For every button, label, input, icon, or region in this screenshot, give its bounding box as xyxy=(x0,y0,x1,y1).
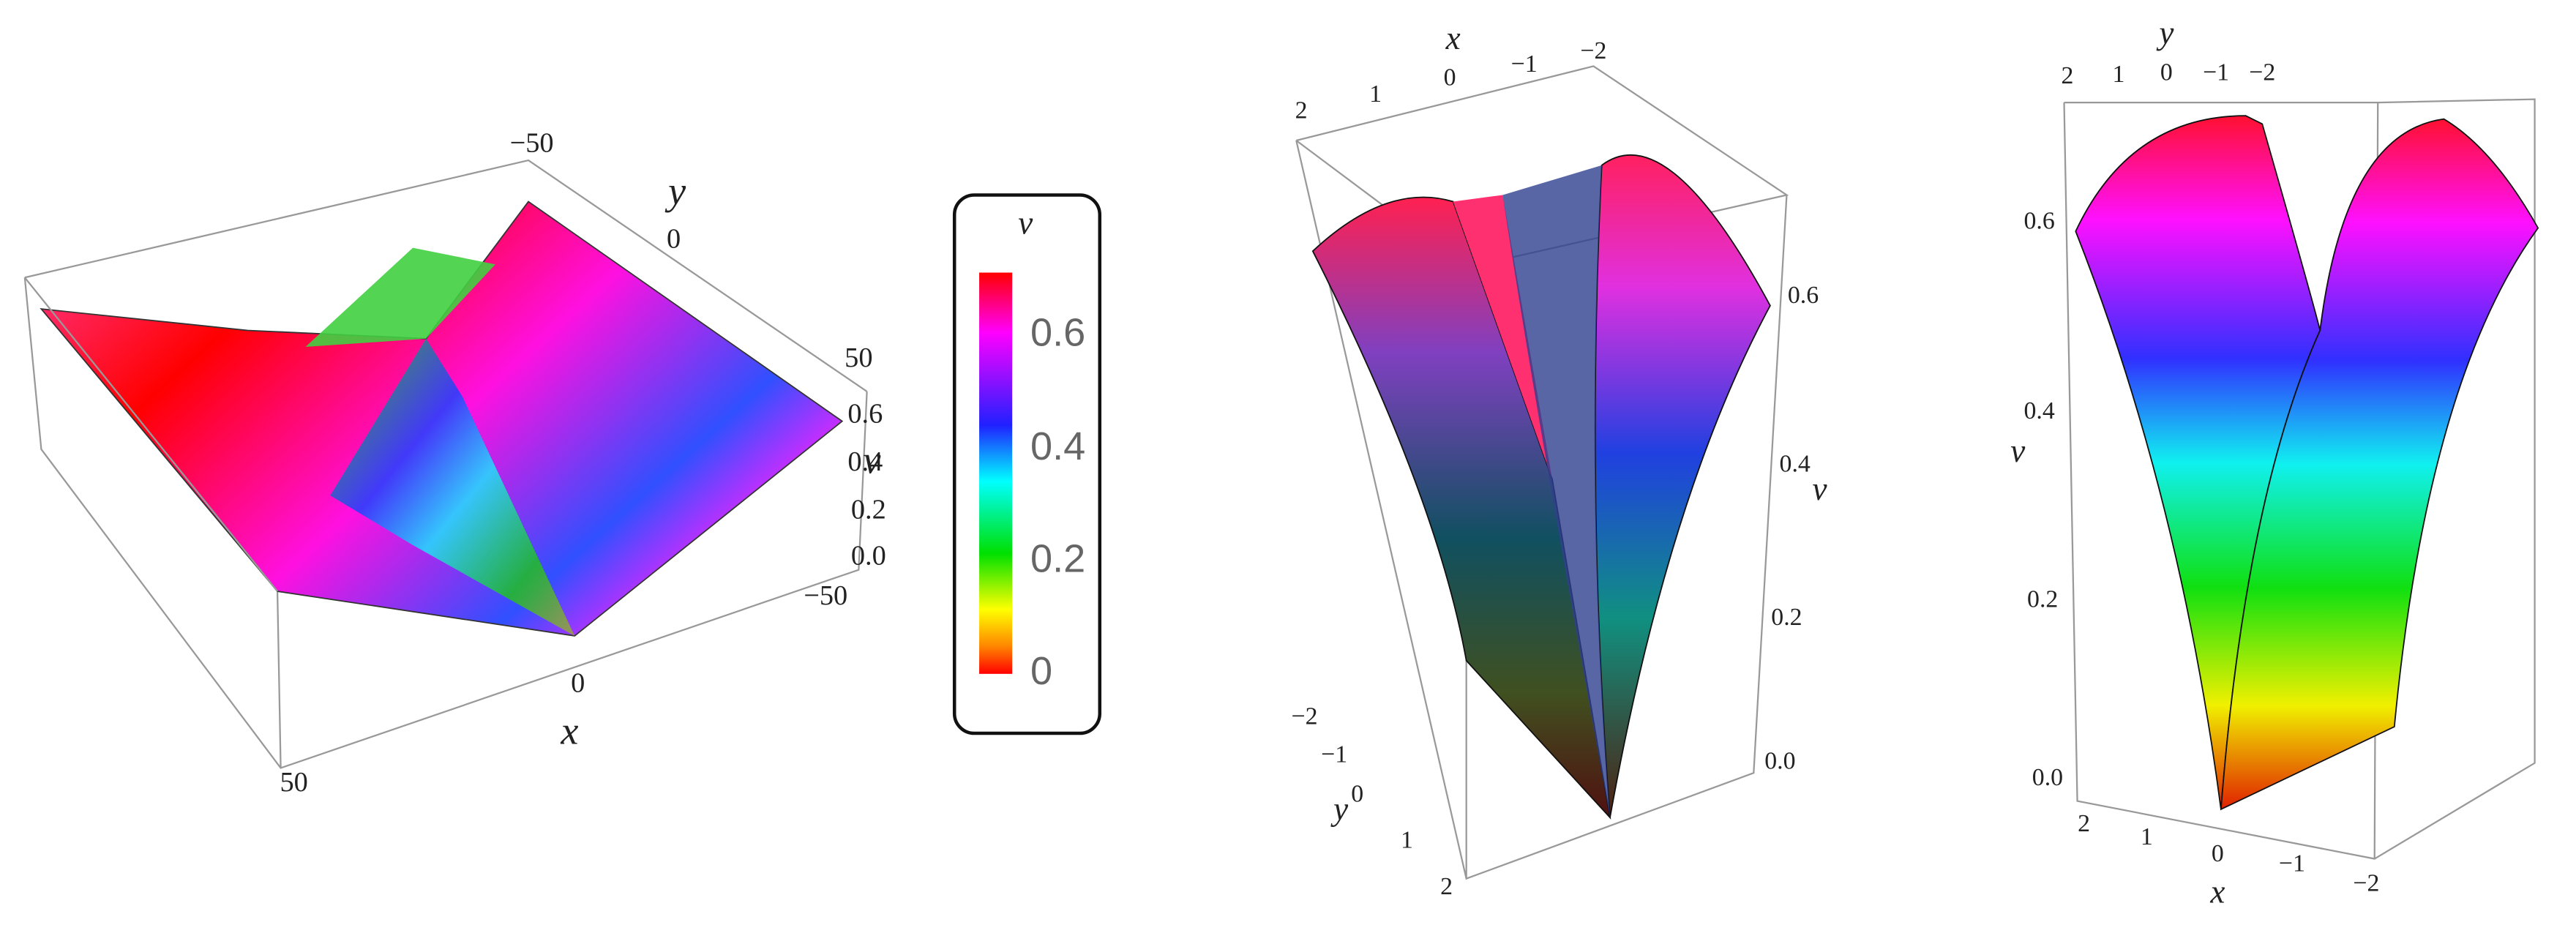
v-tick-label: 0.6 xyxy=(847,399,883,430)
x-tick-label: 0 xyxy=(2212,840,2224,867)
v-tick-label: 0.4 xyxy=(1780,450,1811,477)
y-tick-label: 2 xyxy=(1440,873,1453,900)
x-tick-label: −1 xyxy=(1511,50,1538,78)
v-tick-label: 0.0 xyxy=(851,541,886,572)
y-tick-label: 1 xyxy=(1401,827,1413,854)
x-tick-label: 2 xyxy=(1295,97,1308,124)
x-tick-label: 2 xyxy=(2078,810,2090,837)
surface xyxy=(1311,196,1611,820)
colorbar-gradient xyxy=(979,272,1013,674)
v-tick-label: 0.6 xyxy=(1788,282,1819,309)
colorbar-title: v xyxy=(1018,205,1033,241)
box-edge xyxy=(1295,140,1788,880)
v-tick-label: 0.6 xyxy=(2024,208,2055,235)
panel-1 xyxy=(23,159,868,769)
box-edge xyxy=(276,591,282,768)
v-axis-label: v xyxy=(1813,471,1828,507)
v-tick-label: 0.0 xyxy=(2032,764,2063,791)
colorbar-tick-label: 0.6 xyxy=(1030,311,1085,355)
surface xyxy=(1453,195,1553,479)
y-tick-label: 1 xyxy=(2113,61,2125,88)
x-tick-label: 1 xyxy=(1369,80,1382,108)
x-tick-label: 0 xyxy=(571,667,585,698)
y-tick-label: −50 xyxy=(510,128,554,159)
surface xyxy=(330,338,575,636)
v-tick-label: 0.2 xyxy=(851,494,886,525)
y-tick-label: 50 xyxy=(845,342,872,373)
v-tick-label: 0.4 xyxy=(2024,397,2055,424)
y-tick-label: 2 xyxy=(2062,62,2074,89)
colorbar-tick-label: 0.2 xyxy=(1030,537,1085,581)
x-tick-label: −1 xyxy=(2279,850,2305,877)
box-edge xyxy=(23,277,278,592)
panel-2 xyxy=(1295,65,1789,880)
x-tick-label: −50 xyxy=(804,580,847,611)
x-axis-label: x xyxy=(560,709,578,753)
y-axis-label: y xyxy=(1330,791,1349,828)
v-tick-label: 0.0 xyxy=(1764,747,1795,774)
y-tick-label: −1 xyxy=(2203,59,2229,86)
surface xyxy=(1594,154,1771,818)
x-axis-label: x xyxy=(1445,20,1461,56)
box-edge xyxy=(24,159,868,392)
x-tick-label: 0 xyxy=(1444,64,1456,91)
v-axis-label: v xyxy=(2010,432,2026,469)
x-tick-label: 50 xyxy=(280,767,307,798)
v-tick-label: 0.2 xyxy=(1771,604,1802,631)
surface xyxy=(2220,118,2539,811)
x-axis-label: x xyxy=(2209,874,2225,910)
colorbar: v xyxy=(952,193,1102,735)
y-tick-label: 0 xyxy=(2160,59,2173,86)
y-tick-label: −2 xyxy=(2249,59,2275,86)
surface xyxy=(1502,165,1610,818)
y-tick-label: −2 xyxy=(1292,703,1318,730)
y-tick-label: 0 xyxy=(667,223,681,254)
x-tick-label: −2 xyxy=(2353,869,2379,896)
panel-3 xyxy=(2063,98,2539,860)
y-tick-label: 0 xyxy=(1351,781,1363,808)
y-axis-label: y xyxy=(664,169,686,213)
colorbar-tick-label: 0.4 xyxy=(1030,424,1085,468)
surface xyxy=(305,247,495,348)
colorbar-tick-label: 0 xyxy=(1030,649,1052,693)
x-tick-label: −2 xyxy=(1580,37,1606,64)
y-axis-label: y xyxy=(2156,15,2174,51)
v-tick-label: 0.2 xyxy=(2027,585,2058,613)
y-tick-label: −1 xyxy=(1321,741,1347,768)
x-tick-label: 1 xyxy=(2141,823,2153,850)
v-tick-label: 0.4 xyxy=(847,446,883,477)
v-axis-label: v xyxy=(863,438,881,482)
